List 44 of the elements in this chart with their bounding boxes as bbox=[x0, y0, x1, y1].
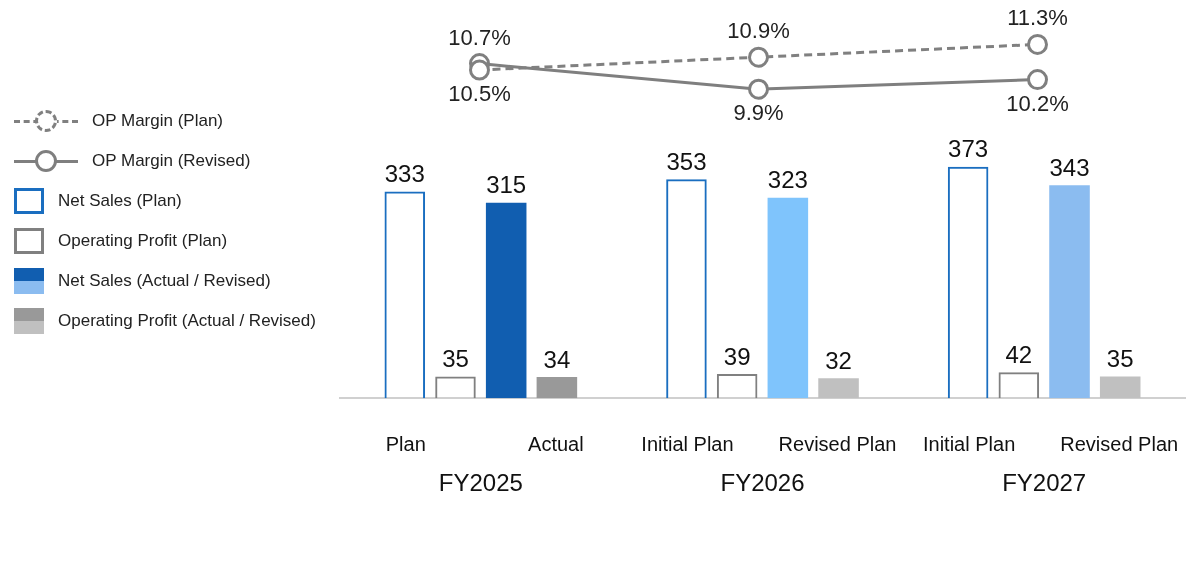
data-label: 10.5% bbox=[448, 81, 511, 107]
legend-label: Net Sales (Actual / Revised) bbox=[58, 271, 271, 291]
point bbox=[1027, 69, 1048, 91]
data-label: 10.7% bbox=[448, 24, 511, 50]
legend-label: OP Margin (Plan) bbox=[92, 111, 224, 131]
point bbox=[469, 59, 490, 81]
bar bbox=[485, 202, 527, 399]
point bbox=[748, 46, 769, 68]
bar bbox=[818, 378, 859, 399]
point bbox=[1027, 33, 1048, 55]
point bbox=[748, 78, 769, 100]
data-label: 9.9% bbox=[733, 100, 784, 126]
legend-label: Net Sales (Plan) bbox=[58, 191, 182, 211]
text: Revised Plan bbox=[1060, 432, 1179, 455]
legend-label: Operating Profit (Actual / Revised) bbox=[58, 311, 316, 331]
bar bbox=[1099, 376, 1141, 399]
x-tick-label: FY2026 bbox=[720, 469, 805, 497]
data-label: 315 bbox=[486, 171, 527, 199]
text: Actual bbox=[528, 432, 584, 455]
data-label: 39 bbox=[723, 342, 751, 370]
data-label: 32 bbox=[825, 346, 852, 374]
data-label: 42 bbox=[1005, 340, 1033, 368]
data-label: 11.3% bbox=[1007, 5, 1068, 31]
bar bbox=[536, 377, 578, 399]
x-tick-label: FY2027 bbox=[1002, 469, 1087, 497]
data-label: 333 bbox=[384, 160, 425, 188]
data-label: 323 bbox=[767, 166, 808, 194]
data-label: 10.2% bbox=[1006, 90, 1069, 116]
legend-label: Operating Profit (Plan) bbox=[58, 231, 228, 251]
data-label: 353 bbox=[666, 147, 707, 175]
data-label: 10.9% bbox=[727, 18, 790, 44]
text: Revised Plan bbox=[778, 432, 897, 455]
data-label: 35 bbox=[1106, 345, 1134, 373]
data-label: 373 bbox=[948, 135, 989, 163]
text: Initial Plan bbox=[922, 432, 1016, 455]
text: Initial Plan bbox=[641, 432, 734, 455]
data-label: 343 bbox=[1049, 153, 1090, 181]
data-label: 35 bbox=[442, 345, 469, 373]
bar bbox=[767, 197, 809, 399]
legend-label: OP Margin (Revised) bbox=[92, 151, 251, 171]
data-label: 34 bbox=[543, 345, 571, 373]
text: Plan bbox=[385, 432, 426, 455]
bar bbox=[1049, 185, 1090, 399]
x-tick-label: FY2025 bbox=[438, 469, 523, 497]
